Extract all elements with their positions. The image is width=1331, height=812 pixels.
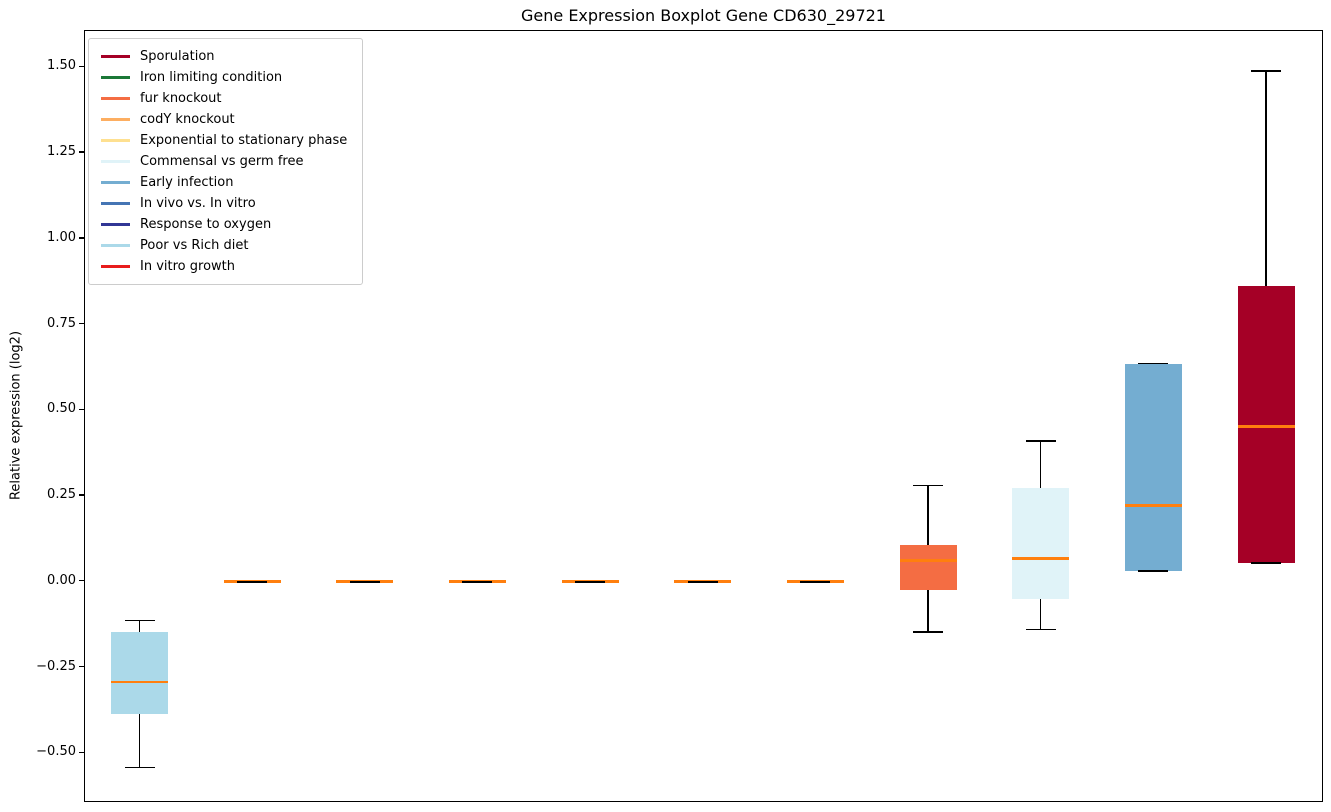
legend-item: Early infection — [101, 172, 352, 193]
boxplot-box — [1237, 286, 1295, 563]
legend-item: Exponential to stationary phase — [101, 130, 352, 151]
legend-label: codY knockout — [140, 112, 235, 127]
boxplot-cap — [124, 766, 155, 769]
y-tick-label: 0.50 — [47, 401, 76, 417]
legend-label: In vitro growth — [140, 259, 235, 274]
legend: Sporulation Iron limiting condition fur kn… — [88, 38, 363, 285]
y-tick-label: 1.25 — [47, 144, 76, 160]
y-tick-label: 0.25 — [47, 487, 76, 503]
y-tick-mark — [79, 322, 84, 325]
boxplot-cap — [913, 484, 944, 487]
y-tick-label: 0.00 — [47, 572, 76, 588]
boxplot-median — [1012, 557, 1070, 560]
legend-item: Sporulation — [101, 46, 352, 67]
y-tick-label: 1.00 — [47, 229, 76, 245]
boxplot-cap — [124, 619, 155, 622]
legend-label: Response to oxygen — [140, 217, 272, 232]
y-tick-mark — [79, 665, 84, 668]
legend-swatch — [101, 55, 130, 58]
legend-label: Sporulation — [140, 49, 215, 64]
boxplot-cap — [687, 580, 718, 583]
legend-item: Commensal vs germ free — [101, 151, 352, 172]
boxplot-cap — [800, 580, 831, 583]
legend-item: Response to oxygen — [101, 214, 352, 235]
boxplot-whisker — [138, 620, 141, 632]
boxplot-box — [1012, 487, 1070, 600]
boxplot-whisker — [1265, 70, 1267, 287]
y-tick-mark — [79, 65, 84, 68]
y-tick-label: −0.50 — [36, 744, 76, 760]
legend-item: Iron limiting condition — [101, 67, 352, 88]
legend-swatch — [101, 265, 130, 268]
y-tick-label: −0.25 — [36, 658, 76, 674]
boxplot-median — [1124, 504, 1182, 507]
boxplot-cap — [1025, 628, 1056, 631]
boxplot-whisker — [1039, 599, 1042, 630]
boxplot-box — [1124, 363, 1182, 572]
legend-label: Commensal vs germ free — [140, 154, 304, 169]
y-tick-mark — [79, 751, 84, 753]
legend-label: fur knockout — [140, 91, 222, 106]
y-tick-label: 1.50 — [47, 58, 76, 74]
boxplot-cap — [237, 580, 268, 583]
legend-label: Poor vs Rich diet — [140, 238, 249, 253]
boxplot-median — [111, 680, 168, 684]
legend-swatch — [101, 244, 130, 247]
legend-swatch — [101, 160, 130, 163]
plot-area — [84, 30, 1323, 802]
boxplot-cap — [462, 580, 493, 583]
boxplot-cap — [1251, 562, 1281, 564]
boxplot-cap — [913, 631, 944, 633]
y-tick-mark — [79, 151, 84, 153]
legend-swatch — [101, 118, 130, 121]
y-tick-label: 0.75 — [47, 315, 76, 331]
y-tick-mark — [79, 494, 84, 496]
legend-swatch — [101, 139, 130, 142]
y-tick-mark — [79, 408, 84, 410]
boxplot-whisker — [138, 713, 141, 768]
boxplot-cap — [575, 580, 606, 583]
boxplot-cap — [1251, 69, 1281, 72]
legend-swatch — [101, 76, 130, 79]
legend-item: In vivo vs. In vitro — [101, 193, 352, 214]
boxplot-median — [899, 559, 957, 562]
legend-item: In vitro growth — [101, 256, 352, 277]
boxplot-cap — [1025, 440, 1056, 442]
legend-item: codY knockout — [101, 109, 352, 130]
boxplot-whisker — [1039, 441, 1042, 488]
boxplot-median — [1237, 425, 1295, 429]
legend-swatch — [101, 97, 130, 100]
boxplot-cap — [1138, 570, 1169, 572]
boxplot-box — [111, 631, 168, 714]
boxplot-whisker — [927, 590, 929, 633]
boxplot-cap — [1138, 362, 1169, 365]
boxplot-cap — [349, 580, 380, 583]
boxplot-whisker — [927, 485, 929, 546]
boxplot-box — [899, 545, 957, 591]
legend-label: Exponential to stationary phase — [140, 133, 348, 148]
legend-swatch — [101, 223, 130, 226]
legend-label: In vivo vs. In vitro — [140, 196, 256, 211]
chart-title: Gene Expression Boxplot Gene CD630_29721 — [521, 6, 886, 25]
legend-item: Poor vs Rich diet — [101, 235, 352, 256]
legend-item: fur knockout — [101, 88, 352, 109]
legend-label: Iron limiting condition — [140, 70, 283, 85]
legend-swatch — [101, 181, 130, 184]
y-tick-mark — [79, 237, 84, 239]
y-tick-mark — [79, 580, 84, 582]
legend-swatch — [101, 202, 130, 205]
legend-label: Early infection — [140, 175, 234, 190]
